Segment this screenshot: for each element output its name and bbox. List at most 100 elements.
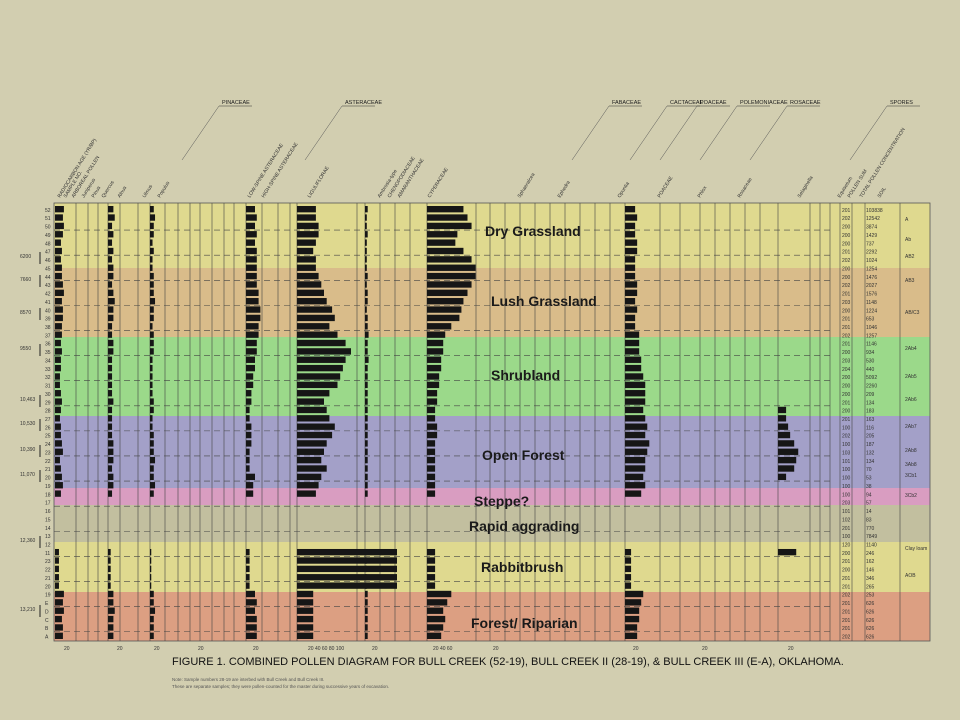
right-columns: 201 202 200 200 200 201 202 200 200 202 201 203 200 2… bbox=[842, 208, 927, 641]
bar-high-spine-asteraceae bbox=[297, 398, 324, 405]
footnote-line-1: Note: Sample numbers 28-19 are interbed … bbox=[172, 677, 325, 682]
bar-quercus bbox=[150, 607, 156, 614]
column-headers: RADIOCARBON AGE (YR/BP)SAMPLE NO.ARBOREA… bbox=[57, 100, 920, 199]
bar-ambrosia-type bbox=[365, 247, 367, 255]
bar-chenopodiaceae bbox=[427, 222, 472, 230]
bar-arboreal-pollen bbox=[55, 557, 59, 564]
bar-chenopodiaceae bbox=[427, 381, 440, 389]
concentration-value: 187 bbox=[866, 442, 875, 448]
bar-high-spine-asteraceae bbox=[297, 306, 333, 313]
bar-high-spine-asteraceae bbox=[297, 247, 314, 255]
axis-tick-label: 20 bbox=[117, 646, 123, 652]
column-header: Phlox bbox=[697, 185, 709, 199]
bar-quercus bbox=[150, 289, 154, 297]
bar-low-spine-asteraceae bbox=[246, 323, 259, 330]
sample-number: 14 bbox=[45, 526, 51, 532]
bar-chenopodiaceae bbox=[427, 264, 476, 271]
pollen-sum-value: 100 bbox=[842, 467, 851, 473]
bar-arboreal-pollen bbox=[55, 214, 63, 221]
concentration-value: 346 bbox=[866, 576, 875, 582]
bar-chenopodiaceae bbox=[427, 548, 436, 556]
bar-chenopodiaceae bbox=[427, 557, 436, 564]
concentration-value: 1429 bbox=[866, 233, 877, 239]
radiocarbon-age: 11,070 bbox=[20, 472, 35, 478]
bar-low-spine-asteraceae bbox=[246, 632, 257, 639]
bar-arboreal-pollen bbox=[55, 373, 60, 380]
sample-number: 19 bbox=[45, 484, 51, 490]
bar-high-spine-asteraceae bbox=[297, 632, 314, 639]
sample-number: 45 bbox=[45, 266, 51, 272]
concentration-value: 70 bbox=[866, 467, 872, 473]
bar-poaceae bbox=[625, 456, 646, 464]
bar-chenopodiaceae bbox=[427, 364, 442, 372]
sample-number: 39 bbox=[45, 317, 51, 323]
bar-ambrosia-type bbox=[365, 565, 367, 573]
bar-high-spine-asteraceae bbox=[297, 356, 346, 363]
bar-pinus bbox=[108, 356, 113, 363]
bar-quercus bbox=[150, 339, 154, 347]
sample-number: 40 bbox=[45, 308, 51, 314]
bar-high-spine-asteraceae bbox=[297, 456, 322, 464]
pollen-sum-value: 201 bbox=[842, 250, 851, 256]
bar-quercus bbox=[150, 465, 154, 472]
bar-ambrosia-type bbox=[365, 590, 368, 598]
bar-ambrosia-type bbox=[365, 231, 368, 238]
group-header: CACTACEAE bbox=[670, 100, 704, 106]
sample-number: 51 bbox=[45, 216, 51, 222]
bar-pinus bbox=[108, 599, 114, 606]
concentration-value: 103838 bbox=[866, 208, 883, 214]
axis-tick-label: 20 bbox=[372, 646, 378, 652]
bar-pinus bbox=[108, 373, 113, 380]
bar-chenopodiaceae bbox=[427, 306, 462, 313]
sample-number: 35 bbox=[45, 350, 51, 356]
pollen-sum-value: 200 bbox=[842, 375, 851, 381]
bar-high-spine-asteraceae bbox=[297, 256, 316, 263]
bar-ambrosia-type bbox=[365, 624, 368, 631]
bar-low-spine-asteraceae bbox=[246, 582, 250, 589]
pollen-sum-value: 204 bbox=[842, 367, 851, 373]
sample-number: 28 bbox=[45, 409, 51, 415]
bar-rosaceae bbox=[778, 473, 787, 481]
bar-quercus bbox=[150, 431, 154, 439]
bar-pinus bbox=[108, 281, 113, 288]
bar-pinus bbox=[108, 440, 114, 447]
bar-poaceae bbox=[625, 373, 644, 380]
pollen-sum-value: 200 bbox=[842, 266, 851, 272]
bar-arboreal-pollen bbox=[55, 440, 62, 447]
bar-arboreal-pollen bbox=[55, 624, 63, 631]
bar-ambrosia-type bbox=[365, 323, 368, 330]
pollen-sum-value: 202 bbox=[842, 258, 851, 264]
bar-low-spine-asteraceae bbox=[246, 490, 254, 497]
bar-pinus bbox=[108, 314, 114, 322]
bar-rosaceae bbox=[778, 440, 795, 447]
column-header: Opuntia bbox=[617, 181, 631, 199]
pollen-sum-value: 200 bbox=[842, 409, 851, 415]
bar-arboreal-pollen bbox=[55, 406, 61, 414]
soil-horizon: 3Ab8 bbox=[905, 462, 917, 468]
pollen-sum-value: 200 bbox=[842, 308, 851, 314]
concentration-value: 253 bbox=[866, 593, 875, 599]
pollen-sum-value: 120 bbox=[842, 542, 851, 548]
concentration-value: 2260 bbox=[866, 384, 877, 390]
bar-poaceae bbox=[625, 364, 642, 372]
bar-chenopodiaceae bbox=[427, 206, 464, 213]
concentration-value: 83 bbox=[866, 517, 872, 523]
pollen-sum-value: 202 bbox=[842, 434, 851, 440]
sample-number: E bbox=[45, 601, 49, 607]
bar-chenopodiaceae bbox=[427, 272, 476, 280]
sample-number: 26 bbox=[45, 425, 51, 431]
bar-high-spine-asteraceae bbox=[297, 490, 316, 497]
bar-arboreal-pollen bbox=[55, 298, 62, 305]
pollen-sum-value: 100 bbox=[842, 534, 851, 540]
bar-high-spine-asteraceae bbox=[297, 565, 397, 573]
bar-pinus bbox=[108, 448, 114, 455]
group-header: POACEAE bbox=[700, 100, 727, 106]
bar-low-spine-asteraceae bbox=[246, 473, 255, 481]
bar-poaceae bbox=[625, 599, 642, 606]
bar-high-spine-asteraceae bbox=[297, 423, 335, 430]
concentration-value: 134 bbox=[866, 400, 875, 406]
sample-number: 23 bbox=[45, 559, 51, 565]
bar-low-spine-asteraceae bbox=[246, 599, 257, 606]
bar-high-spine-asteraceae bbox=[297, 289, 324, 297]
bar-arboreal-pollen bbox=[55, 599, 63, 606]
